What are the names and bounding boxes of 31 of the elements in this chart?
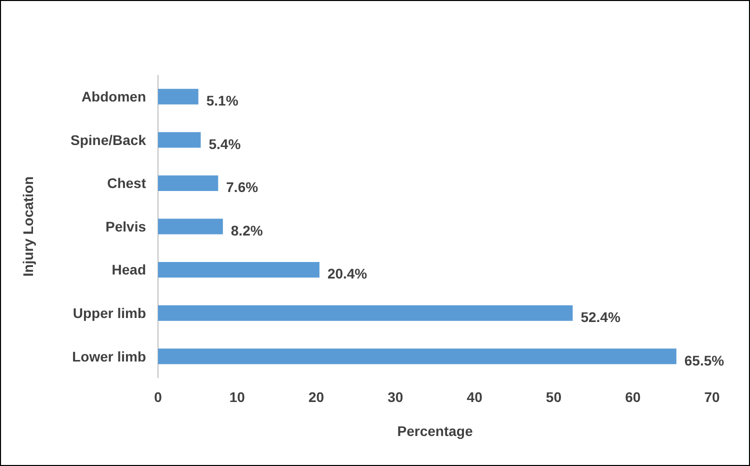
bar (158, 218, 223, 234)
y-tick-label: Chest (107, 175, 146, 192)
data-label: 7.6% (226, 179, 259, 196)
data-label: 52.4% (580, 308, 621, 325)
data-label: 8.2% (230, 222, 264, 238)
data-label: 5.1% (206, 92, 239, 109)
y-axis-title: Injury Location (20, 176, 36, 277)
bar (158, 88, 198, 104)
x-tick-label: 10 (229, 389, 246, 405)
x-axis-title: Percentage (397, 423, 473, 439)
x-tick-label: 0 (154, 389, 162, 405)
y-tick-label: Head (112, 262, 146, 278)
x-tick-label: 50 (546, 389, 562, 405)
x-tick-label: 30 (388, 389, 404, 405)
y-tick-label: Spine/Back (70, 132, 146, 148)
x-tick-label: 40 (466, 389, 483, 405)
bar (158, 262, 320, 278)
data-label: 20.4% (327, 266, 368, 282)
bar (158, 132, 201, 148)
bar (158, 175, 218, 192)
data-label: 5.4% (208, 136, 242, 152)
x-tick-label: 70 (704, 389, 720, 405)
y-tick-label: Upper limb (72, 304, 146, 321)
y-tick-label: Pelvis (106, 218, 146, 234)
y-tick-label: Abdomen (81, 88, 146, 105)
x-tick-label: 20 (308, 389, 324, 405)
bar (158, 305, 573, 321)
bar (158, 348, 676, 364)
x-tick-label: 60 (625, 389, 641, 405)
y-tick-label: Lower limb (72, 348, 146, 364)
data-label: 65.5% (684, 352, 725, 368)
